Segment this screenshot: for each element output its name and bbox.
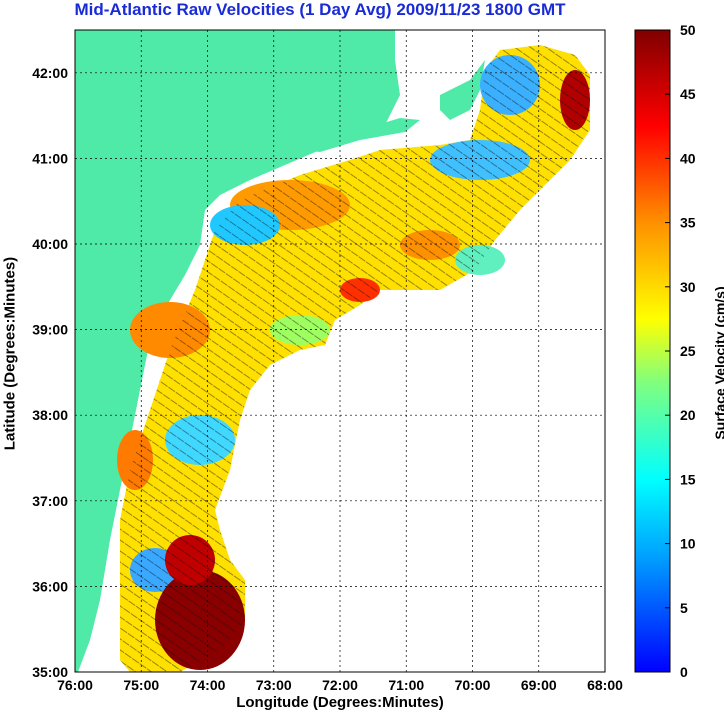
y-tick-label: 37:00 xyxy=(32,493,68,509)
x-tick-label: 68:00 xyxy=(587,677,623,693)
y-tick-label: 40:00 xyxy=(32,236,68,252)
colorbar-label: Surface Velocity (cm/s) xyxy=(712,286,724,440)
colorbar-tick-label: 15 xyxy=(680,471,696,487)
colorbar-tick-label: 0 xyxy=(680,664,688,680)
y-tick-label: 35:00 xyxy=(32,664,68,680)
cape-cod xyxy=(440,60,485,120)
grid-lines xyxy=(75,30,605,672)
land-mass xyxy=(75,30,400,672)
x-tick-label: 69:00 xyxy=(521,677,557,693)
colorbar-tick-label: 10 xyxy=(680,536,696,552)
colorbar xyxy=(634,29,671,673)
y-axis-label: Latitude (Degrees:Minutes) xyxy=(1,256,19,451)
x-tick-label: 76:00 xyxy=(57,677,93,693)
y-tick-label: 42:00 xyxy=(32,65,68,81)
colorbar-tick-label: 25 xyxy=(680,343,696,359)
y-axis-ticks: 35:00 36:00 37:00 38:00 39:00 40:00 41:00 42:00 xyxy=(32,65,68,680)
x-tick-label: 72:00 xyxy=(322,677,358,693)
colorbar-tick-label: 40 xyxy=(680,150,696,166)
colorbar-ticks: 0 5 10 15 20 25 30 35 40 45 50 xyxy=(665,22,696,680)
x-axis-label: Longitude (Degrees:Minutes) xyxy=(236,694,444,711)
x-tick-label: 74:00 xyxy=(190,677,226,693)
y-tick-label: 36:00 xyxy=(32,578,68,594)
x-tick-label: 73:00 xyxy=(256,677,292,693)
y-tick-label: 38:00 xyxy=(32,407,68,423)
colorbar-tick-label: 35 xyxy=(680,215,696,231)
x-axis-ticks: 76:00 75:00 74:00 73:00 72:00 71:00 70:00 69:00… xyxy=(57,677,623,693)
x-tick-label: 70:00 xyxy=(455,677,491,693)
x-tick-label: 71:00 xyxy=(388,677,424,693)
colorbar-tick-label: 20 xyxy=(680,407,696,423)
colorbar-tick-label: 5 xyxy=(680,600,688,616)
y-tick-label: 41:00 xyxy=(32,150,68,166)
y-tick-label: 39:00 xyxy=(32,322,68,338)
x-tick-label: 75:00 xyxy=(123,677,159,693)
colorbar-tick-label: 50 xyxy=(680,22,696,38)
long-island xyxy=(300,118,420,152)
colorbar-tick-label: 30 xyxy=(680,279,696,295)
colorbar-tick-label: 45 xyxy=(680,86,696,102)
map-title: Mid-Atlantic Raw Velocities (1 Day Avg) … xyxy=(74,0,566,19)
plot-border xyxy=(74,29,606,673)
